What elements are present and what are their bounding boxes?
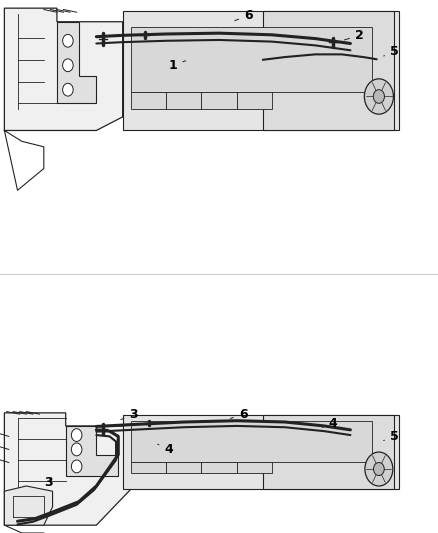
- Text: 6: 6: [235, 9, 253, 22]
- Circle shape: [63, 83, 73, 96]
- Circle shape: [365, 452, 393, 486]
- Bar: [263, 416, 394, 489]
- Bar: [123, 11, 399, 131]
- Text: 3: 3: [121, 408, 138, 421]
- Text: 5: 5: [384, 430, 399, 443]
- Polygon shape: [4, 486, 53, 525]
- Circle shape: [373, 90, 385, 103]
- Bar: [201, 92, 237, 109]
- Bar: [131, 421, 372, 463]
- Text: 1: 1: [169, 59, 186, 72]
- Polygon shape: [66, 426, 118, 475]
- Polygon shape: [4, 8, 123, 131]
- Circle shape: [364, 79, 393, 114]
- Bar: [131, 92, 166, 109]
- Circle shape: [71, 460, 82, 473]
- Text: 2: 2: [344, 29, 364, 42]
- Bar: [237, 92, 272, 109]
- Bar: [131, 27, 372, 92]
- Bar: [201, 463, 237, 473]
- Bar: [131, 463, 166, 473]
- Text: 5: 5: [384, 45, 399, 58]
- Polygon shape: [4, 413, 131, 525]
- Text: 6: 6: [230, 408, 247, 421]
- Bar: [166, 92, 201, 109]
- Circle shape: [71, 429, 82, 441]
- Bar: [123, 416, 399, 489]
- Text: 4: 4: [158, 443, 173, 456]
- Bar: [263, 11, 394, 131]
- Circle shape: [63, 34, 73, 47]
- Polygon shape: [57, 22, 96, 103]
- Bar: [166, 463, 201, 473]
- Circle shape: [374, 463, 384, 475]
- Bar: [237, 463, 272, 473]
- Text: 3: 3: [44, 475, 53, 489]
- Circle shape: [71, 443, 82, 456]
- Text: 4: 4: [322, 417, 337, 430]
- Circle shape: [63, 59, 73, 71]
